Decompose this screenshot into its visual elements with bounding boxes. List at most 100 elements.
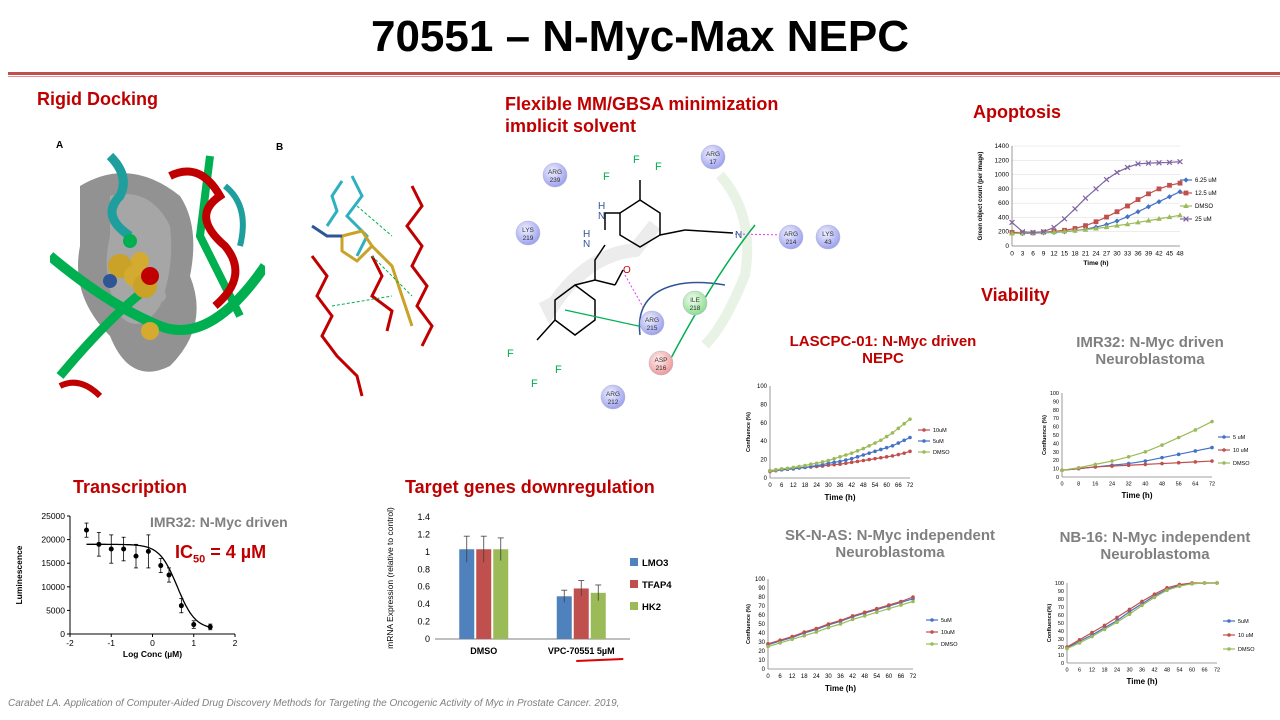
bar [556, 596, 572, 639]
x-tick-label: 15 [1061, 251, 1069, 258]
residue-node-number: 216 [656, 365, 667, 372]
series-marker [1082, 195, 1089, 201]
series-marker [1019, 228, 1026, 235]
docking-panel-a: A [46, 136, 270, 406]
series-marker [1009, 230, 1015, 236]
lascpc-title-line2: NEPC [862, 350, 904, 367]
title-divider-thin [8, 76, 1280, 77]
series-marker [832, 456, 836, 461]
series-marker [887, 606, 891, 611]
y-tick-label: 80 [760, 402, 767, 408]
y-tick-label: 50 [1053, 433, 1059, 439]
series-marker [884, 455, 889, 459]
series-marker [1061, 216, 1068, 222]
x-tick-label: 54 [873, 674, 880, 680]
series-marker [1076, 465, 1081, 470]
y-tick-label: 0 [764, 476, 768, 482]
y-tick-label: 1000 [995, 172, 1010, 179]
x-tick-label: 66 [1201, 668, 1207, 674]
x-tick-label: 18 [802, 483, 809, 489]
residue-node-name: LYS [822, 231, 834, 238]
y-axis-label: Confluence(%) [1047, 604, 1053, 643]
x-tick-label: 2 [233, 638, 238, 648]
series-marker [790, 634, 794, 639]
y-tick-label: 30 [1053, 450, 1059, 456]
series-marker [1177, 212, 1183, 218]
series-marker [861, 446, 866, 451]
panel-b-label: B [276, 142, 283, 153]
y-tick-label: 5000 [46, 605, 65, 615]
series-marker [768, 468, 772, 473]
y-axis-label: Confluence (%) [1042, 415, 1048, 455]
data-point [121, 546, 127, 552]
series-marker [1190, 582, 1194, 586]
series-marker [861, 458, 866, 463]
series-marker [1143, 462, 1148, 467]
atom-n: N [583, 239, 590, 250]
series-marker [1135, 209, 1141, 215]
ligand-ring [340, 229, 374, 263]
series-marker [1061, 228, 1068, 234]
y-tick-label: 90 [1058, 589, 1064, 595]
series-marker [1030, 229, 1036, 236]
y-tick-label: 20 [1053, 458, 1059, 464]
ligand-fluorine [123, 234, 137, 248]
nb16-title-line1: NB-16: N-Myc independent [1059, 529, 1251, 546]
series-marker [838, 622, 843, 626]
series-line [1061, 460, 1213, 471]
series-marker [1072, 227, 1078, 233]
series-marker [826, 625, 831, 630]
x-tick-label: 30 [825, 483, 832, 489]
bar [493, 549, 509, 639]
imr32-title-line1: IMR32: N-Myc driven [1076, 334, 1224, 351]
x-tick-label: 36 [837, 483, 844, 489]
x-tick-label: 6 [778, 674, 782, 680]
series-marker [1167, 182, 1172, 188]
x-axis-label: Time (h) [1083, 260, 1108, 267]
x-tick-label: 42 [848, 483, 855, 489]
x-tick-label: 0 [1010, 251, 1014, 258]
series-marker [908, 435, 912, 440]
transcription-chart: 0 5000 10000 15000 20000 25000 -2 -1 0 1 2 Log Conc… [12, 508, 252, 668]
series-marker [873, 441, 877, 445]
series-marker [1177, 158, 1183, 165]
series-marker [922, 439, 926, 443]
series-marker [1124, 164, 1131, 171]
series-marker [1093, 219, 1099, 225]
x-tick-label: 48 [1176, 251, 1184, 258]
series-marker [911, 595, 915, 599]
series-marker [1093, 465, 1098, 469]
y-tick-label: 20 [758, 649, 765, 655]
x-tick-label: 72 [910, 674, 917, 680]
target-genes-chart: 0 0.2 0.4 0.6 0.8 1 1.2 1.4 mRNA Expression (rel… [375, 505, 695, 665]
lys43-residue [311, 224, 342, 238]
residue-node [515, 220, 541, 246]
red-helix [168, 167, 240, 310]
series-marker [890, 454, 895, 458]
y-tick-label: 30 [1058, 637, 1064, 643]
residue-node-name: ARG [606, 391, 620, 398]
arg214-chain [310, 255, 364, 397]
legend-label: 12.5 uM [1195, 191, 1217, 197]
residue-node-number: 218 [690, 305, 701, 312]
series-marker [1135, 219, 1141, 225]
x-tick-label: 12 [789, 674, 796, 680]
series-marker [879, 455, 883, 460]
residue-node [682, 290, 708, 316]
x-tick-label: 48 [1159, 482, 1165, 488]
ile218-chain [370, 255, 394, 332]
x-tick-label: 24 [1114, 668, 1120, 674]
series-marker [873, 449, 877, 454]
x-tick-label: 54 [1176, 668, 1182, 674]
ic50-label: IC50 = 4 µM [175, 542, 266, 566]
legend-label: HK2 [642, 602, 661, 613]
series-marker [844, 453, 848, 457]
series-marker [1051, 224, 1057, 231]
x-tick-label: 0 [1060, 482, 1063, 488]
x-axis-label: Time (h) [1127, 677, 1158, 686]
x-tick-label: 72 [907, 483, 914, 489]
data-point [145, 548, 151, 554]
citation: Carabet LA. Application of Computer-Aide… [8, 698, 620, 709]
series-marker [930, 618, 934, 622]
x-tick-label: 60 [1189, 668, 1195, 674]
